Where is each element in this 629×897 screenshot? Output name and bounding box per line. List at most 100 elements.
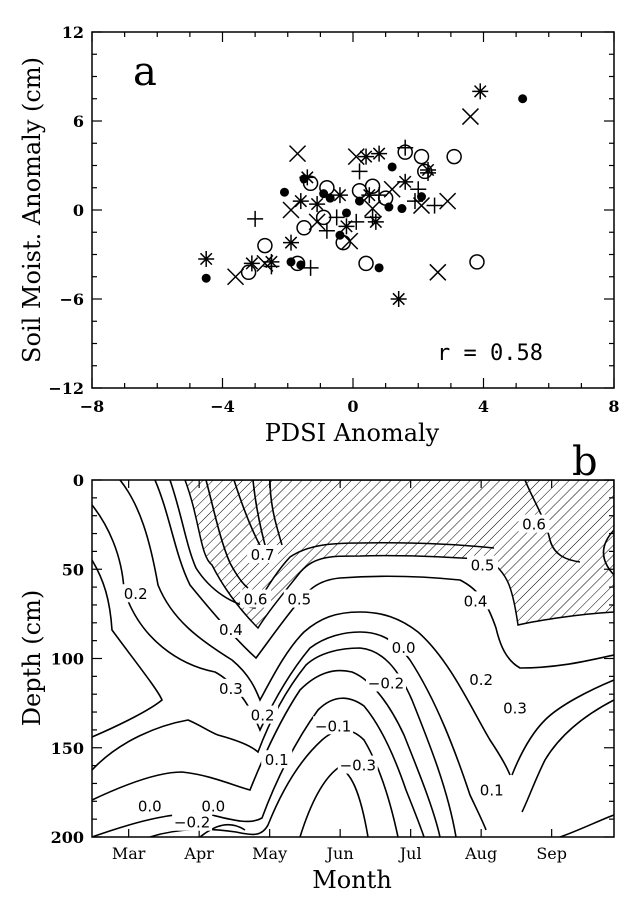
contour-label: 0.2 (247, 705, 279, 725)
y-tick-label: −12 (48, 379, 84, 398)
svg-text:−0.2: −0.2 (174, 814, 210, 832)
contour-label: 0.2 (465, 669, 497, 689)
svg-text:0.5: 0.5 (471, 557, 495, 575)
panel-b-contour-labels: 0.70.6 0.50.40.30.20.20.10.0 0.0−0.2−0.1−0… (120, 514, 550, 832)
month-label: Mar (112, 844, 146, 863)
scatter-point-cross (429, 263, 447, 281)
scatter-point-open-circle (319, 180, 335, 196)
month-label: Jul (398, 844, 422, 863)
scatter-point-cross (308, 213, 326, 231)
y-tick-label: 12 (62, 23, 84, 42)
panel-b-y-axis-title: Depth (cm) (18, 590, 46, 726)
scatter-point-open-circle (289, 255, 306, 272)
scatter-point-asterisk (331, 187, 348, 204)
scatter-point-asterisk (390, 291, 407, 307)
svg-text:−0.2: −0.2 (368, 674, 404, 692)
scatter-point-plus (318, 222, 335, 239)
contour-label: 0.2 (120, 584, 152, 603)
y-tick-label: 6 (73, 112, 84, 131)
svg-text:0.4: 0.4 (219, 621, 243, 639)
panel-b-x-axis-title: Month (312, 866, 392, 894)
month-label: Aug (464, 844, 497, 863)
hatched-region (184, 480, 614, 630)
scatter-point-open-circle (296, 220, 312, 236)
contour-0.3-right (511, 679, 614, 776)
contour-label: 0.3 (215, 678, 247, 698)
x-tick-label: 0 (347, 397, 358, 416)
y-tick-label: −6 (59, 290, 84, 309)
svg-text:0.1: 0.1 (480, 782, 504, 800)
y-tick-label: 0 (73, 201, 84, 220)
scatter-point-open-circle (302, 175, 319, 192)
svg-text:0.0: 0.0 (201, 798, 225, 816)
depth-tick-label: 50 (62, 560, 84, 579)
panel-a: −8 −4 0 4 8 −12 −6 0 6 12 a r = 0.58 PDSI Anomaly… (18, 23, 620, 447)
scatter-point-asterisk (299, 169, 316, 186)
svg-text:0.4: 0.4 (464, 592, 488, 610)
month-label: Jun (325, 844, 354, 863)
x-tick-label: −8 (80, 397, 105, 416)
scatter-point-cross (256, 254, 274, 272)
contour-0.0 (92, 669, 441, 837)
svg-text:−0.1: −0.1 (315, 717, 351, 735)
x-tick-label: 8 (608, 397, 619, 416)
contour-0.5 (169, 480, 495, 609)
scatter-point-cross (383, 180, 401, 198)
scatter-point-asterisk (472, 83, 489, 100)
svg-text:0.1: 0.1 (265, 751, 289, 769)
scatter-point-filled-circle (397, 204, 407, 214)
scatter-point-plus (247, 210, 264, 227)
svg-text:0.0: 0.0 (138, 798, 162, 816)
scatter-point-cross (412, 197, 431, 215)
depth-tick-label: 200 (51, 828, 84, 847)
contour-0.2 (92, 504, 487, 831)
scatter-point-filled-circle (417, 192, 427, 202)
panel-a-x-axis-title: PDSI Anomaly (265, 419, 440, 447)
scatter-point-cross (439, 192, 457, 210)
panel-b: 0 50 100 150 200 Mar Apr May Jun Jul Aug Sep 0.7 0.6… (18, 439, 615, 894)
panel-b-letter: b (572, 439, 598, 485)
contour-0.7-left (205, 480, 249, 589)
contour-label: −0.2 (365, 673, 406, 692)
scatter-point-open-circle (469, 254, 485, 270)
contour-0.4 (154, 480, 614, 669)
panel-a-y-axis-title: Soil Moist. Anomaly (cm) (18, 57, 46, 363)
contour-label: 0.1 (261, 750, 293, 769)
svg-text:0.0: 0.0 (392, 639, 416, 657)
contour-label: 0.1 (476, 780, 508, 800)
svg-text:−0.3: −0.3 (340, 757, 376, 775)
scatter-point-asterisk (309, 196, 326, 213)
scatter-point-cross (227, 268, 245, 286)
x-tick-label: 4 (478, 397, 489, 416)
contour-label: 0.6 (518, 514, 550, 534)
contour-label: −0.3 (337, 755, 378, 775)
contour-0.1 (92, 647, 457, 837)
contour-0.2-left (92, 559, 163, 738)
contour-minus-0.3 (299, 767, 369, 837)
contour-label: 0.4 (460, 591, 492, 610)
contour-0.3 (119, 480, 511, 776)
panel-b-ticks: 0 50 100 150 200 Mar Apr May Jun Jul Aug Sep (51, 471, 614, 863)
scatter-point-plus (351, 163, 368, 180)
scatter-point-asterisk (367, 213, 384, 230)
scatter-point-plus (328, 209, 345, 226)
scatter-point-open-circle (358, 255, 374, 272)
contour-label: 0.4 (215, 619, 247, 639)
scatter-point-filled-circle (279, 187, 289, 197)
svg-text:0.2: 0.2 (469, 671, 493, 689)
contour-label: −0.1 (313, 716, 354, 735)
contour-label: 0.0 (388, 637, 420, 657)
correlation-annotation: r = 0.58 (437, 341, 543, 366)
scatter-point-asterisk (283, 234, 300, 251)
scatter-point-filled-circle (201, 273, 211, 283)
scatter-point-asterisk (361, 187, 378, 204)
scatter-point-asterisk (371, 145, 388, 162)
scatter-point-open-circle (377, 190, 394, 206)
scatter-point-open-circle (413, 148, 430, 165)
scatter-point-open-circle (446, 148, 462, 165)
contour-label: −0.2 (172, 812, 213, 832)
scatter-point-plus (397, 139, 414, 156)
scatter-point-asterisk (263, 253, 280, 270)
depth-tick-label: 150 (51, 739, 84, 758)
contour-label: 0.5 (283, 589, 315, 609)
